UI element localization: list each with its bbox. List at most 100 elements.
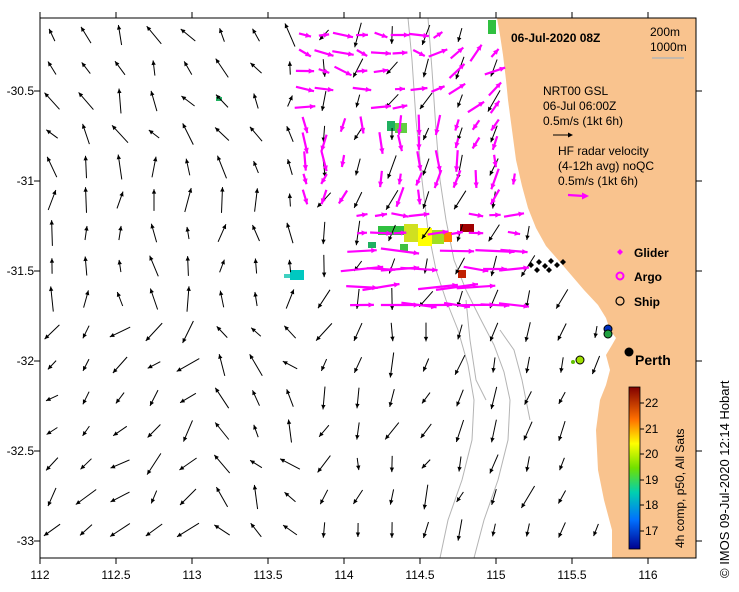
- radar-arrow-head: [413, 250, 420, 256]
- radar-arrow-head: [361, 51, 368, 56]
- ship-symbol: [615, 296, 625, 306]
- model-arrow-head: [290, 289, 295, 295]
- model-arrow-head: [421, 463, 427, 469]
- model-arrow-head: [456, 401, 461, 407]
- model-arrow-head: [49, 220, 54, 225]
- model-arrow-head: [491, 203, 496, 209]
- radar-arrow-head: [491, 124, 497, 131]
- model-arrow-head: [387, 173, 392, 179]
- model-arrow-head: [52, 190, 57, 195]
- model-arrow-head: [284, 23, 289, 29]
- model-arrow-head: [521, 271, 526, 277]
- model-arrow-head: [145, 336, 151, 341]
- model-arrow-head: [147, 364, 153, 369]
- model-arrow-head: [81, 26, 86, 32]
- model-arrow-head: [558, 398, 563, 404]
- model-arrow-head: [321, 272, 327, 278]
- model-arrow-head: [254, 188, 260, 194]
- colorbar-tick: 17: [645, 524, 659, 538]
- model-arrow-head: [47, 156, 52, 162]
- radar-arrow-head: [303, 147, 309, 154]
- model-arrow-head: [322, 172, 327, 178]
- model-arrow-head: [592, 369, 597, 375]
- model-arrow-head: [286, 389, 291, 395]
- x-tick-label: 114: [334, 568, 353, 582]
- y-tick-label: -33: [17, 534, 35, 548]
- model-arrow-head: [150, 90, 155, 96]
- radar-arrow-head: [478, 101, 485, 107]
- model-arrow-head: [423, 366, 428, 372]
- model-arrow-head: [218, 354, 223, 360]
- model-arrow-head: [353, 42, 358, 48]
- model-arrow-head: [185, 158, 190, 164]
- model-arrow-head: [524, 399, 529, 405]
- radar-arrow-head: [454, 142, 460, 148]
- radar-arrow-head: [493, 49, 499, 55]
- model-arrow-head: [49, 258, 55, 263]
- model-arrow-head: [284, 492, 290, 497]
- radar-arrow-head: [514, 230, 521, 236]
- model-arrow-head: [252, 390, 257, 396]
- model-arrow-head: [115, 61, 120, 67]
- colorbar-gradient: [628, 386, 641, 550]
- model-arrow-head: [286, 159, 292, 165]
- model-arrow-head: [219, 28, 224, 34]
- radar-arrow-head: [403, 32, 410, 38]
- radar-arrow-head: [320, 145, 326, 152]
- model-arrow-head: [355, 102, 360, 108]
- model-arrow-head: [523, 435, 528, 441]
- model-arrow-head: [490, 271, 495, 277]
- model-arrow-head: [253, 292, 258, 297]
- model-arrow-head: [283, 525, 289, 530]
- model-current-arrows: [43, 22, 601, 541]
- model-arrow-head: [184, 61, 189, 67]
- model-arrow-head: [489, 468, 494, 474]
- marker-legend: Glider Argo Ship: [615, 246, 669, 309]
- model-arrow-head: [320, 106, 326, 111]
- model-arrow-head: [214, 454, 219, 460]
- model-arrow-head: [83, 155, 88, 161]
- radar-arrow-shaft: [340, 265, 384, 273]
- model-arrow-head: [43, 531, 49, 536]
- model-arrow-head: [287, 259, 292, 265]
- model-arrow-head: [354, 170, 360, 176]
- map-timestamp: 06-Jul-2020 08Z: [511, 31, 600, 45]
- colorbar-label: 4h comp, p50, All Sats: [673, 429, 687, 548]
- model-arrow-head: [286, 126, 291, 132]
- model-arrow-head: [47, 501, 52, 507]
- radar-arrow-head: [401, 50, 408, 56]
- model-arrow-head: [490, 137, 495, 143]
- model-arrow-head: [78, 92, 84, 98]
- isobath-1000m-label: 1000m: [650, 40, 687, 54]
- model-arrow-head: [388, 401, 393, 407]
- y-tick-label: -32.5: [7, 444, 35, 458]
- radar-arrow-head: [322, 165, 328, 172]
- model-arrow-head: [112, 125, 117, 131]
- imos-credit: © IMOS 09-Jul-2020 12:14 Hobart: [717, 380, 732, 578]
- glider-track: [528, 258, 566, 273]
- model-arrow-head: [146, 26, 152, 32]
- radar-arrow-head: [302, 164, 308, 171]
- model-arrow-head: [525, 531, 530, 537]
- model-arrow-head: [489, 170, 494, 176]
- model-arrow-head: [183, 436, 188, 442]
- model-arrow-head: [388, 372, 394, 378]
- model-arrow-head: [287, 193, 293, 199]
- model-arrow-head: [216, 326, 222, 332]
- radar-arrow-head: [323, 32, 330, 38]
- model-arrow-head: [558, 498, 563, 504]
- model-arrow-head: [457, 334, 462, 340]
- model-arrow-head: [219, 290, 224, 296]
- isobath-legend: 200m 1000m: [650, 25, 687, 59]
- radar-legend-line: HF radar velocity: [558, 144, 649, 158]
- radar-arrow-head: [359, 127, 366, 134]
- radar-arrow-shaft: [401, 301, 437, 309]
- radar-arrow-head: [361, 68, 368, 74]
- model-legend-line: 06-Jul 06:00Z: [543, 99, 616, 113]
- y-tick-label: -31: [17, 174, 35, 188]
- model-arrow-head: [249, 126, 255, 132]
- model-arrow-head: [153, 156, 158, 162]
- model-arrow-head: [321, 404, 326, 410]
- radar-arrow-head: [340, 161, 346, 167]
- radar-arrow-head: [340, 125, 345, 132]
